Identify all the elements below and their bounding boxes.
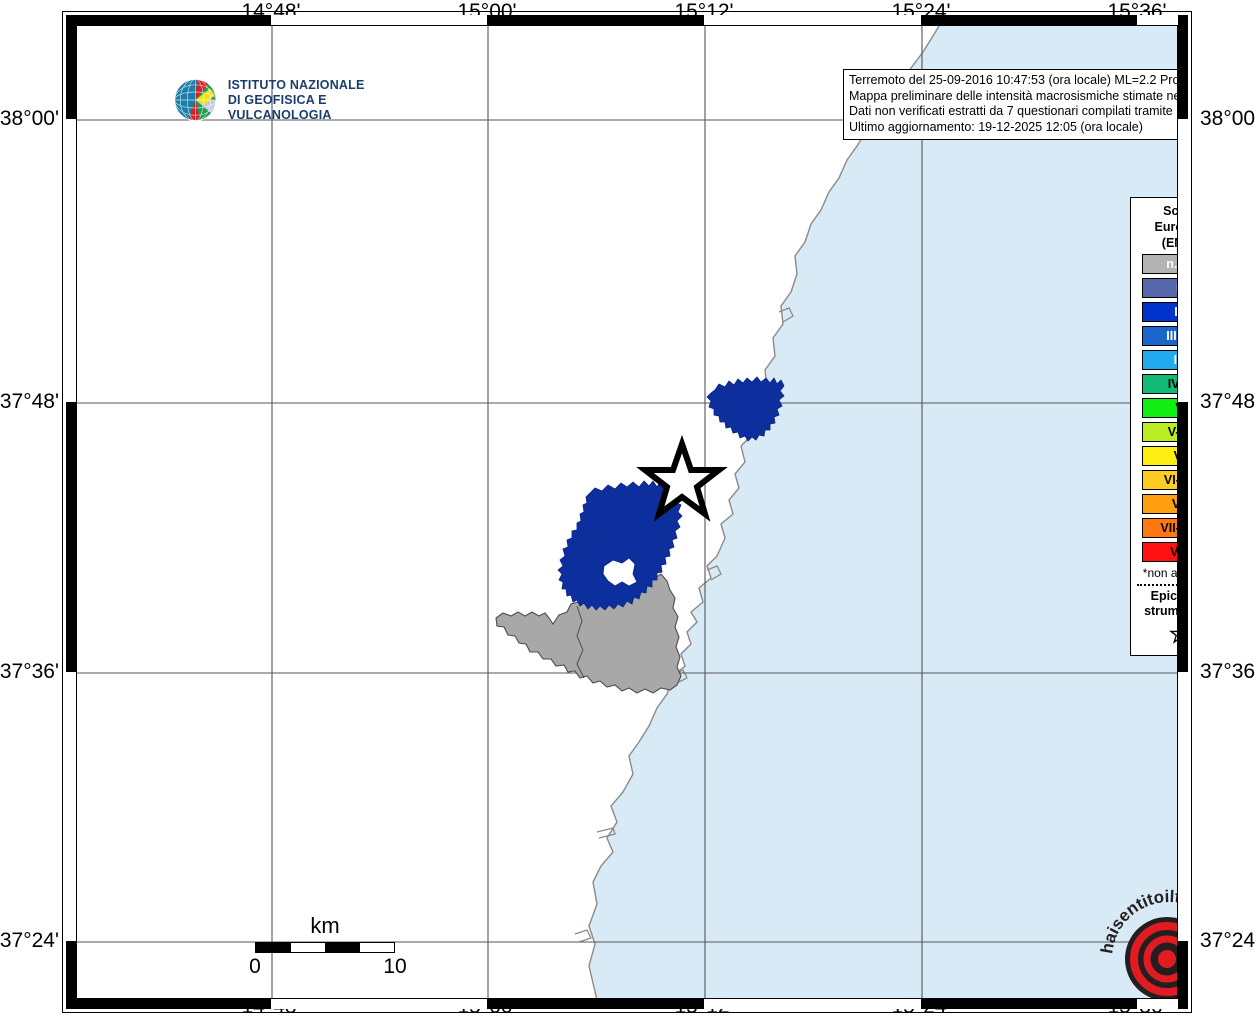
scale-bar: km 0 10 [249, 913, 407, 979]
info-line-data: Dati non verificati estratti da 7 questi… [849, 104, 1177, 118]
frame-tick-bottom [1137, 999, 1178, 1009]
labels-right-tick: 37°48' [1200, 390, 1255, 413]
labels-right-tick: 37°36' [1200, 660, 1255, 683]
map-viewport[interactable]: Terremoto del 25-09-2016 10:47:53 (ora l… [76, 25, 1178, 999]
legend-row-v[interactable]: V [1142, 398, 1177, 418]
legend-epicenter-title: Epicentro strumentale [1135, 589, 1178, 619]
intensity-polygon-north[interactable] [706, 376, 785, 442]
legend-row-iii-iv[interactable]: III-IV [1142, 326, 1177, 346]
frame-tick-right [1178, 672, 1188, 941]
labels-left-tick: 37°24' [0, 929, 59, 952]
scale-bar-start: 0 [249, 955, 261, 978]
na-polygon-internal-boundary [576, 605, 585, 679]
legend-title-line3: (EMS) [1161, 236, 1177, 250]
legend-row-v-vi[interactable]: V-VI [1142, 422, 1177, 442]
map-frame-tick-band [66, 15, 1188, 1009]
frame-tick-right [1178, 119, 1188, 402]
frame-tick-top [271, 15, 487, 25]
frame-tick-bottom [704, 999, 921, 1009]
legend-row-label: VIII [1170, 544, 1178, 559]
legend-row-iv[interactable]: IV [1142, 350, 1178, 370]
legend-epicenter-line2: strumentale [1144, 604, 1178, 618]
map-vector-layer [77, 26, 1177, 998]
info-line-event: Terremoto del 25-09-2016 10:47:53 (ora l… [849, 73, 1178, 87]
map-frame-outline [62, 11, 1192, 1013]
labels-left-tick: 37°36' [0, 660, 59, 683]
legend-row-label: IV-V [1167, 376, 1178, 391]
frame-tick-left [66, 672, 76, 941]
ems-legend: Scala Europea (EMS) n.a.*IIIIIIII-IVIVIV… [1130, 197, 1178, 656]
ingv-line-2: DI GEOFISICA E VULCANOLOGIA [227, 92, 332, 122]
scale-bar-track [255, 942, 395, 953]
ingv-wordmark: ISTITUTO NAZIONALE DI GEOFISICA E VULCAN… [228, 78, 393, 123]
legend-row-vi-vii[interactable]: VI-VII [1142, 470, 1177, 490]
labels-right-tick: 38°00' [1200, 107, 1255, 130]
coast-inlet-d [596, 827, 616, 839]
legend-row-vi[interactable]: VI [1142, 446, 1177, 466]
ingv-globe-icon [174, 78, 217, 122]
legend-row-iv-v[interactable]: IV-V [1142, 374, 1178, 394]
legend-epicenter-line1: Epicentro [1150, 589, 1178, 603]
haisentitoilterremoto-watermark[interactable]: ? haisentitoilterremoto www. .it [1097, 887, 1177, 998]
legend-star-icon [1168, 629, 1177, 644]
coast-inlet-a [778, 307, 794, 323]
info-line-map: Mappa preliminare delle intensità macros… [849, 88, 1177, 103]
frame-tick-top [704, 15, 921, 25]
legend-row-label: IV [1173, 352, 1178, 367]
ingv-line-1: ISTITUTO NAZIONALE [227, 77, 365, 92]
legend-row-label: VI [1174, 450, 1177, 463]
epicenter-star-icon[interactable] [636, 434, 728, 522]
legend-row-label: III-IV [1166, 328, 1177, 343]
legend-row-ii[interactable]: II [1142, 278, 1177, 298]
labels-left-tick: 37°48' [0, 390, 59, 413]
legend-title: Scala Europea (EMS) [1135, 203, 1178, 251]
scale-bar-labels: 0 10 [249, 955, 407, 979]
frame-tick-left [66, 119, 76, 402]
coast-inlet-e [574, 929, 592, 943]
legend-divider [1137, 584, 1177, 586]
labels-left-tick: 38°00' [0, 107, 59, 130]
labels-right-tick: 37°24' [1200, 929, 1255, 952]
coastline [588, 26, 940, 998]
sea-polygon [589, 26, 1177, 998]
legend-row-label: n.a.* [1166, 256, 1178, 271]
legend-row-label: III [1174, 304, 1178, 319]
scale-bar-end: 10 [383, 955, 407, 978]
frame-tick-bottom [271, 999, 487, 1009]
legend-row-vii-viii[interactable]: VII-VIII [1142, 518, 1178, 538]
map-canvas[interactable] [77, 26, 1177, 998]
legend-title-line1: Scala [1163, 204, 1178, 218]
event-info-box: Terremoto del 25-09-2016 10:47:53 (ora l… [843, 69, 1178, 140]
legend-row-label: II [1176, 282, 1177, 295]
hsit-logo-icon: ? haisentitoilterremoto www. .it [1097, 887, 1177, 998]
legend-row-label: V [1175, 402, 1177, 415]
info-line-updated: Ultimo aggiornamento: 19-12-2025 12:05 (… [849, 119, 1143, 134]
legend-row-label: VI-VII [1163, 472, 1177, 487]
legend-row-label: VII-VIII [1160, 520, 1178, 535]
legend-row-viii[interactable]: VIII [1142, 542, 1178, 562]
central-polygon-hole [602, 557, 638, 587]
legend-intensity-rows: n.a.*IIIIIIII-IVIVIV-VVV-VIVIVI-VIIVIIVI… [1135, 254, 1178, 562]
scale-bar-unit: km [310, 913, 340, 938]
coast-inlet-b [706, 565, 722, 581]
legend-row-label: V-VI [1167, 424, 1177, 439]
legend-footnote: *non avvertito [1142, 566, 1178, 580]
legend-row-iii[interactable]: III [1142, 302, 1178, 322]
legend-row-vii[interactable]: VII [1142, 494, 1177, 514]
ingv-logo: ISTITUTO NAZIONALE DI GEOFISICA E VULCAN… [173, 70, 393, 130]
legend-row-n-a-[interactable]: n.a.* [1142, 254, 1178, 274]
legend-epicenter-symbol [1135, 622, 1177, 649]
legend-row-label: VII [1172, 498, 1177, 511]
frame-tick-top [1137, 15, 1178, 25]
legend-title-line2: Europea [1154, 220, 1177, 234]
